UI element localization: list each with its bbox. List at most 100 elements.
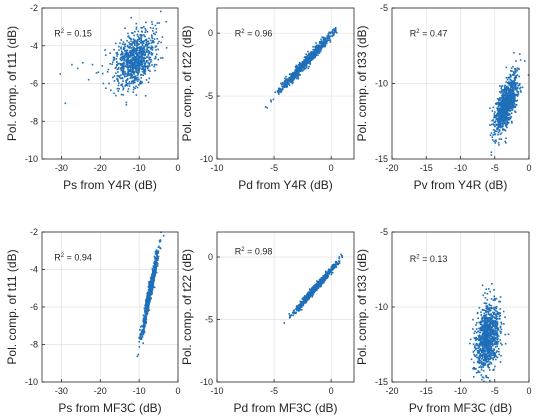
data-point: [150, 291, 152, 294]
data-point: [490, 347, 492, 350]
data-point: [144, 57, 147, 60]
data-point: [122, 66, 124, 68]
data-point: [492, 106, 495, 109]
data-point: [324, 273, 327, 276]
data-point: [132, 48, 135, 51]
data-point: [516, 74, 519, 76]
data-point: [326, 272, 329, 275]
data-point: [505, 66, 508, 69]
data-point: [131, 74, 133, 76]
data-point: [122, 41, 125, 43]
data-point: [139, 60, 141, 62]
data-point: [133, 51, 135, 53]
data-point: [156, 22, 159, 24]
data-point: [509, 107, 511, 109]
data-point: [302, 68, 305, 71]
data-point: [490, 132, 493, 134]
data-point: [146, 60, 149, 62]
data-point: [141, 26, 144, 29]
data-point: [126, 40, 128, 42]
data-point: [150, 280, 153, 282]
data-point: [498, 315, 501, 318]
data-point: [483, 309, 485, 311]
data-point: [482, 328, 484, 330]
data-point: [132, 32, 134, 34]
data-point: [490, 351, 493, 353]
data-point: [513, 82, 516, 85]
data-point: [146, 44, 148, 47]
data-point: [281, 85, 283, 88]
data-point: [143, 57, 145, 59]
data-point: [123, 50, 126, 52]
data-point: [137, 56, 140, 58]
data-point: [306, 59, 308, 62]
data-point: [148, 56, 150, 59]
data-point: [494, 129, 496, 132]
data-point: [513, 106, 515, 108]
data-point: [336, 263, 339, 266]
data-point: [144, 27, 147, 30]
data-point: [501, 343, 503, 346]
data-point: [288, 77, 290, 79]
data-point: [515, 87, 518, 90]
data-point: [145, 61, 147, 64]
data-point: [133, 79, 135, 82]
data-point: [122, 61, 125, 64]
data-point: [143, 34, 145, 36]
x-tick-label: -15: [420, 163, 433, 173]
data-point: [135, 58, 138, 60]
y-tick-label: -15: [375, 154, 388, 164]
data-point: [143, 328, 145, 331]
data-point: [154, 274, 156, 277]
data-point: [337, 260, 340, 262]
data-point: [514, 95, 516, 98]
data-point: [147, 309, 149, 311]
data-point: [157, 263, 159, 265]
data-point: [142, 46, 145, 49]
data-point: [516, 95, 519, 97]
data-point: [306, 57, 309, 60]
data-point: [148, 300, 150, 303]
data-point: [511, 89, 513, 92]
data-point: [130, 77, 133, 79]
data-point: [490, 340, 493, 343]
data-point: [141, 57, 143, 60]
data-point: [116, 53, 118, 55]
data-point: [315, 286, 318, 288]
data-point: [154, 273, 156, 275]
data-point: [506, 87, 508, 90]
data-point: [335, 261, 337, 263]
data-point: [514, 79, 516, 81]
x-tick-label: 0: [175, 386, 180, 396]
data-point: [125, 101, 128, 104]
data-point: [149, 299, 151, 302]
data-point: [132, 79, 134, 82]
data-point: [121, 77, 123, 79]
data-point: [510, 79, 512, 82]
data-point: [509, 73, 512, 76]
data-point: [138, 40, 141, 43]
data-point: [511, 100, 514, 102]
data-point: [298, 308, 301, 310]
data-point: [153, 38, 156, 40]
data-point: [142, 332, 145, 335]
data-point: [492, 119, 495, 121]
data-point: [308, 65, 310, 68]
data-point: [334, 266, 336, 269]
data-point: [500, 90, 503, 93]
data-point: [499, 312, 501, 314]
data-point: [143, 48, 146, 51]
data-point: [132, 72, 135, 74]
data-point: [497, 113, 499, 115]
data-point: [474, 348, 477, 350]
data-point: [505, 112, 508, 114]
data-point: [484, 297, 487, 299]
data-point: [508, 91, 510, 94]
data-point: [334, 30, 337, 32]
data-point: [154, 69, 156, 72]
data-point: [324, 279, 327, 281]
data-point: [510, 96, 513, 99]
data-point: [505, 93, 507, 96]
data-point: [154, 251, 157, 253]
data-point: [469, 338, 472, 341]
